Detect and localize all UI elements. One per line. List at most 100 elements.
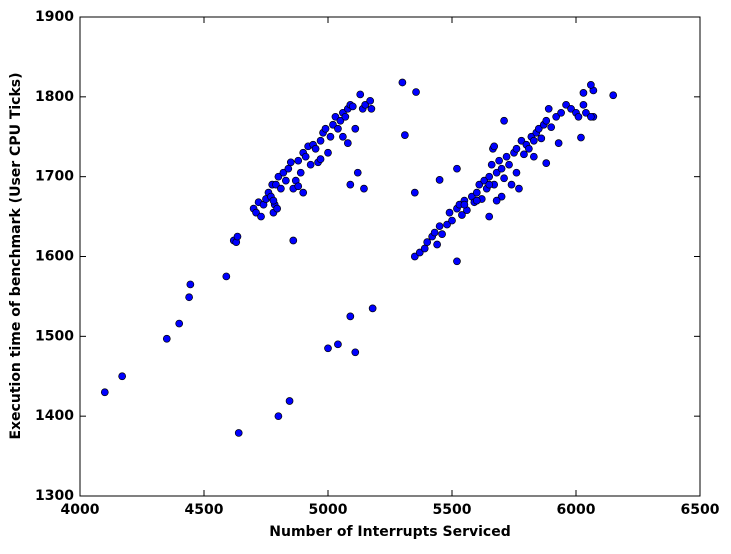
y-tick-label: 1900 [35, 9, 74, 25]
point [430, 228, 439, 237]
point [505, 160, 513, 169]
y-axis-label: Execution time of benchmark (User CPU Ti… [8, 72, 24, 439]
point [448, 216, 456, 225]
point [272, 180, 280, 189]
point [529, 136, 538, 145]
point [490, 142, 499, 151]
point [346, 312, 355, 321]
x-tick-label: 5500 [433, 502, 472, 518]
point [507, 180, 516, 189]
point [341, 112, 350, 121]
point [433, 240, 441, 249]
point [445, 208, 454, 217]
x-tick-label: 6000 [557, 502, 596, 518]
point [321, 124, 330, 133]
point [552, 112, 561, 121]
point [361, 100, 370, 109]
point [360, 184, 368, 193]
point [334, 340, 342, 349]
point [296, 168, 305, 177]
point [289, 236, 298, 245]
y-tick-label: 1500 [35, 328, 74, 344]
point [520, 150, 528, 159]
point [410, 188, 419, 197]
point [587, 81, 595, 89]
point [587, 112, 595, 121]
point [609, 91, 618, 100]
point [118, 372, 127, 381]
point [356, 90, 365, 99]
point [348, 102, 357, 111]
point [353, 168, 362, 177]
point [285, 397, 294, 405]
point [487, 160, 496, 169]
point [346, 180, 355, 189]
point [562, 100, 570, 109]
point [274, 412, 283, 421]
point [554, 139, 563, 147]
point [542, 159, 551, 167]
point [331, 112, 340, 121]
point [472, 196, 481, 205]
point [579, 100, 588, 109]
point [252, 208, 260, 217]
point [574, 112, 583, 121]
point [435, 222, 444, 231]
point [306, 160, 315, 169]
point [398, 78, 407, 87]
plot-frame [79, 16, 701, 497]
point [329, 120, 337, 129]
x-tick-label: 4500 [185, 502, 224, 518]
point [435, 176, 444, 184]
point [500, 116, 508, 125]
point [500, 174, 508, 183]
point [175, 319, 184, 328]
point [485, 180, 494, 189]
point [472, 188, 481, 197]
point [497, 192, 506, 201]
point [366, 96, 375, 105]
point [281, 176, 290, 185]
point [517, 136, 526, 145]
point [412, 88, 420, 96]
point [420, 244, 429, 253]
point [316, 155, 325, 163]
point [279, 168, 288, 177]
point [351, 124, 360, 133]
point [502, 152, 511, 161]
point [336, 116, 345, 125]
point [475, 180, 484, 189]
point [186, 280, 195, 289]
point [582, 108, 590, 117]
point [351, 348, 360, 357]
point [485, 172, 494, 181]
point [480, 176, 489, 185]
point [495, 156, 503, 165]
point [269, 196, 278, 205]
point [497, 164, 506, 173]
point [492, 196, 501, 205]
point [367, 104, 376, 113]
point [525, 144, 533, 153]
point [162, 334, 171, 343]
point [557, 108, 565, 117]
point [410, 252, 419, 261]
y-tick-label: 1400 [35, 408, 74, 424]
point [326, 132, 335, 141]
point [515, 184, 523, 193]
point [277, 184, 285, 193]
point [343, 139, 352, 147]
point [100, 388, 109, 397]
point [577, 133, 585, 142]
point [579, 88, 588, 97]
point [512, 168, 521, 177]
point [443, 220, 451, 229]
point [438, 230, 446, 238]
x-axis-label: Number of Interrupts Serviced [269, 524, 510, 540]
point [294, 156, 303, 165]
point [311, 144, 320, 153]
point [512, 144, 521, 153]
point [492, 168, 501, 177]
point [529, 152, 538, 161]
